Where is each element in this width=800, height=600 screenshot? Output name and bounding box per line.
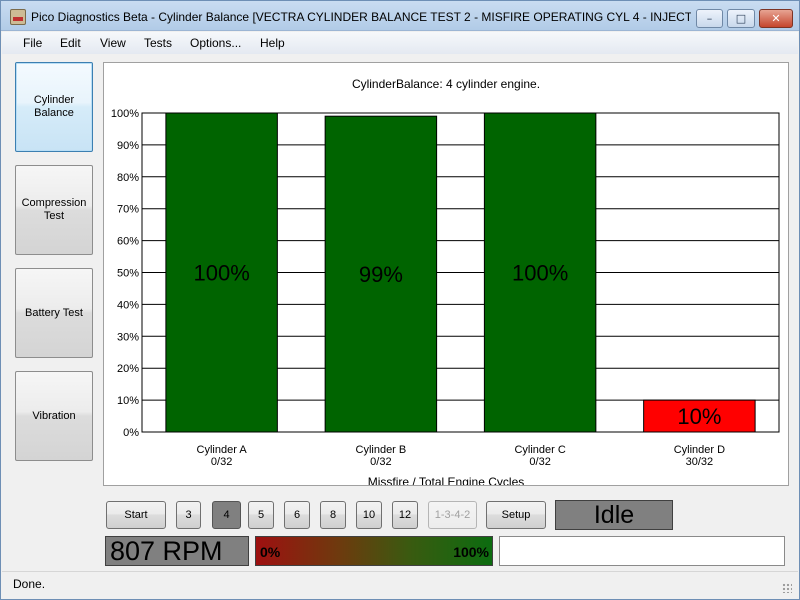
cylinders-8-button[interactable]: 8 bbox=[320, 501, 346, 529]
y-tick-label: 80% bbox=[117, 172, 139, 184]
window-title: Pico Diagnostics Beta - Cylinder Balance… bbox=[31, 10, 691, 24]
bar-value-label: 100% bbox=[512, 261, 568, 286]
y-tick-label: 30% bbox=[117, 331, 139, 343]
cylinder-balance-label: Cylinder Balance bbox=[33, 94, 75, 119]
chart-title: CylinderBalance: 4 cylinder engine. bbox=[352, 77, 540, 91]
y-tick-label: 90% bbox=[117, 140, 139, 152]
x-tick-label: Cylinder B bbox=[356, 444, 407, 456]
gauge-min-label: 0% bbox=[260, 544, 281, 560]
y-tick-label: 60% bbox=[117, 236, 139, 248]
battery-test-button[interactable]: Battery Test bbox=[15, 268, 93, 358]
status-text: Done. bbox=[13, 577, 46, 591]
cylinders-10-button[interactable]: 10 bbox=[356, 501, 382, 529]
menu-options[interactable]: Options... bbox=[190, 36, 242, 50]
status-bar: Done. bbox=[2, 571, 798, 597]
maximize-button[interactable]: □ bbox=[727, 9, 755, 28]
x-tick-label: Cylinder C bbox=[514, 444, 565, 456]
compression-test-button[interactable]: Compression Test bbox=[15, 165, 93, 255]
bar bbox=[643, 399, 756, 433]
gauge-max-label: 100% bbox=[453, 544, 489, 560]
vibration-label: Vibration bbox=[32, 409, 76, 422]
bar bbox=[165, 112, 278, 433]
menu-bar: File Edit View Tests Options... Help bbox=[2, 32, 798, 54]
chart-canvas: CylinderBalance: 4 cylinder engine. 100%… bbox=[111, 77, 780, 485]
message-box bbox=[499, 536, 785, 566]
x-tick-sublabel: 0/32 bbox=[370, 456, 391, 468]
menu-tests[interactable]: Tests bbox=[144, 36, 173, 50]
x-tick-sublabel: 30/32 bbox=[686, 456, 714, 468]
menu-view[interactable]: View bbox=[100, 36, 126, 50]
y-tick-label: 50% bbox=[117, 268, 139, 280]
y-tick-label: 100% bbox=[111, 108, 139, 120]
bar-value-label: 100% bbox=[193, 261, 249, 286]
y-tick-label: 40% bbox=[117, 299, 139, 311]
title-bar[interactable]: Pico Diagnostics Beta - Cylinder Balance… bbox=[1, 1, 799, 31]
resize-grip-icon[interactable] bbox=[782, 583, 792, 593]
bar-value-label: 99% bbox=[359, 262, 403, 287]
battery-test-label: Battery Test bbox=[25, 306, 83, 319]
x-tick-sublabel: 0/32 bbox=[211, 456, 232, 468]
menu-edit[interactable]: Edit bbox=[60, 36, 81, 50]
firing-order-button[interactable]: 1-3-4-2 bbox=[428, 501, 477, 529]
app-icon[interactable] bbox=[10, 9, 26, 25]
x-tick-label: Cylinder A bbox=[197, 444, 248, 456]
cylinders-12-button[interactable]: 12 bbox=[392, 501, 418, 529]
close-button[interactable]: ✕ bbox=[759, 9, 793, 28]
start-button[interactable]: Start bbox=[106, 501, 166, 529]
y-tick-label: 70% bbox=[117, 204, 139, 216]
menu-file[interactable]: File bbox=[23, 36, 43, 50]
cylinders-6-button[interactable]: 6 bbox=[284, 501, 310, 529]
y-tick-label: 0% bbox=[123, 427, 139, 439]
cylinder-balance-button[interactable]: Cylinder Balance bbox=[15, 62, 93, 152]
x-tick-label: Cylinder D bbox=[674, 444, 725, 456]
vibration-button[interactable]: Vibration bbox=[15, 371, 93, 461]
compression-test-label: Compression Test bbox=[21, 197, 87, 222]
menu-help[interactable]: Help bbox=[260, 36, 285, 50]
bar bbox=[483, 112, 597, 433]
cylinders-4-button[interactable]: 4 bbox=[212, 501, 241, 529]
cylinder-balance-chart: CylinderBalance: 4 cylinder engine. 100%… bbox=[103, 62, 789, 486]
rpm-display: 807 RPM bbox=[105, 536, 249, 566]
bar-value-label: 10% bbox=[677, 404, 721, 429]
chart-bars bbox=[165, 112, 756, 433]
y-tick-label: 20% bbox=[117, 363, 139, 375]
cylinders-5-button[interactable]: 5 bbox=[248, 501, 274, 529]
progress-gauge: 0% 100% bbox=[255, 536, 493, 566]
minimize-button[interactable]: – bbox=[696, 9, 723, 28]
setup-button[interactable]: Setup bbox=[486, 501, 546, 529]
cylinders-3-button[interactable]: 3 bbox=[176, 501, 201, 529]
chart-x-axis-label: Missfire / Total Engine Cycles bbox=[368, 475, 525, 485]
test-status-display: Idle bbox=[555, 500, 673, 530]
x-tick-sublabel: 0/32 bbox=[529, 456, 550, 468]
y-tick-label: 10% bbox=[117, 395, 139, 407]
bar bbox=[324, 115, 438, 433]
chart-labels: 100% 90% 80% 70% 60% 50% 40% 30% 20% 10% 0% 100% Cyl… bbox=[111, 108, 725, 468]
